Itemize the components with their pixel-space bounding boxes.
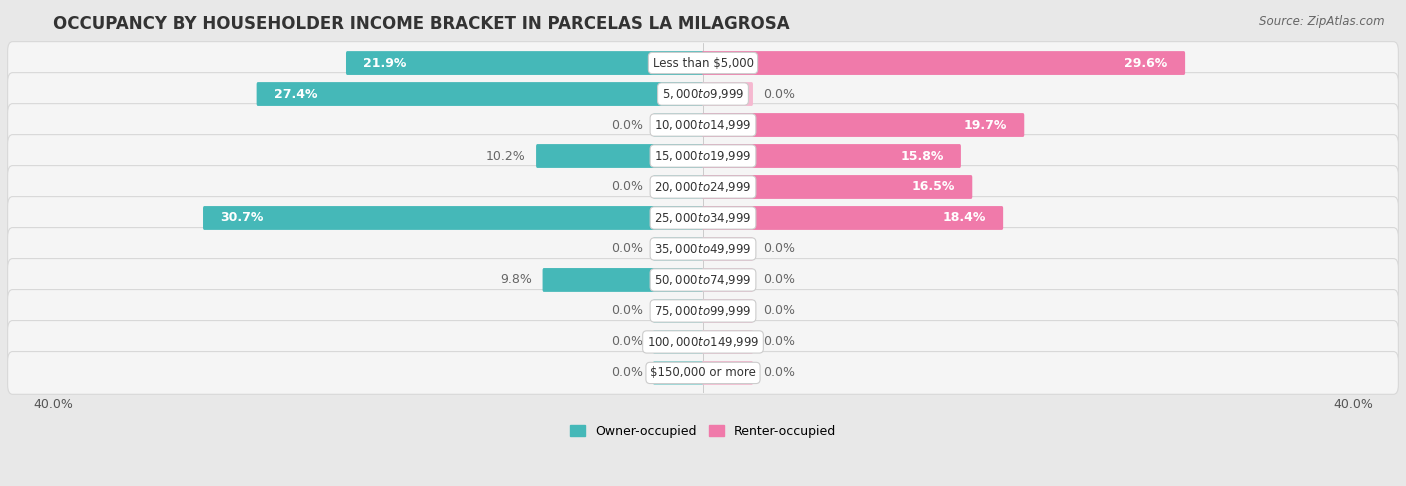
Text: $100,000 to $149,999: $100,000 to $149,999: [647, 335, 759, 349]
FancyBboxPatch shape: [7, 42, 1399, 85]
Text: 27.4%: 27.4%: [274, 87, 318, 101]
FancyBboxPatch shape: [702, 82, 754, 106]
Text: 0.0%: 0.0%: [610, 366, 643, 380]
Text: 0.0%: 0.0%: [610, 119, 643, 132]
FancyBboxPatch shape: [7, 72, 1399, 115]
FancyBboxPatch shape: [7, 135, 1399, 177]
FancyBboxPatch shape: [536, 144, 704, 168]
Text: $15,000 to $19,999: $15,000 to $19,999: [654, 149, 752, 163]
FancyBboxPatch shape: [652, 330, 704, 354]
FancyBboxPatch shape: [7, 321, 1399, 364]
Text: 21.9%: 21.9%: [363, 56, 406, 69]
Text: 0.0%: 0.0%: [763, 87, 796, 101]
Text: 9.8%: 9.8%: [501, 274, 533, 286]
Text: 15.8%: 15.8%: [900, 150, 943, 162]
Text: $75,000 to $99,999: $75,000 to $99,999: [654, 304, 752, 318]
FancyBboxPatch shape: [7, 166, 1399, 208]
Text: $150,000 or more: $150,000 or more: [650, 366, 756, 380]
FancyBboxPatch shape: [652, 237, 704, 261]
FancyBboxPatch shape: [652, 175, 704, 199]
Text: 0.0%: 0.0%: [610, 335, 643, 348]
FancyBboxPatch shape: [202, 206, 704, 230]
Text: Source: ZipAtlas.com: Source: ZipAtlas.com: [1260, 15, 1385, 28]
FancyBboxPatch shape: [702, 361, 754, 385]
FancyBboxPatch shape: [7, 290, 1399, 332]
Text: 0.0%: 0.0%: [763, 243, 796, 256]
FancyBboxPatch shape: [346, 51, 704, 75]
FancyBboxPatch shape: [702, 175, 973, 199]
FancyBboxPatch shape: [702, 51, 1185, 75]
Text: 0.0%: 0.0%: [763, 304, 796, 317]
FancyBboxPatch shape: [702, 144, 960, 168]
FancyBboxPatch shape: [7, 197, 1399, 240]
Text: 19.7%: 19.7%: [963, 119, 1007, 132]
Legend: Owner-occupied, Renter-occupied: Owner-occupied, Renter-occupied: [565, 420, 841, 443]
Text: 16.5%: 16.5%: [911, 180, 955, 193]
FancyBboxPatch shape: [257, 82, 704, 106]
Text: $50,000 to $74,999: $50,000 to $74,999: [654, 273, 752, 287]
Text: 0.0%: 0.0%: [763, 274, 796, 286]
FancyBboxPatch shape: [702, 113, 1024, 137]
FancyBboxPatch shape: [7, 259, 1399, 301]
Text: 0.0%: 0.0%: [610, 304, 643, 317]
Text: $35,000 to $49,999: $35,000 to $49,999: [654, 242, 752, 256]
FancyBboxPatch shape: [652, 299, 704, 323]
FancyBboxPatch shape: [7, 104, 1399, 146]
Text: $25,000 to $34,999: $25,000 to $34,999: [654, 211, 752, 225]
FancyBboxPatch shape: [702, 268, 754, 292]
FancyBboxPatch shape: [7, 227, 1399, 270]
Text: $20,000 to $24,999: $20,000 to $24,999: [654, 180, 752, 194]
FancyBboxPatch shape: [652, 361, 704, 385]
Text: 0.0%: 0.0%: [763, 335, 796, 348]
FancyBboxPatch shape: [652, 113, 704, 137]
FancyBboxPatch shape: [702, 206, 1002, 230]
FancyBboxPatch shape: [702, 237, 754, 261]
FancyBboxPatch shape: [543, 268, 704, 292]
Text: OCCUPANCY BY HOUSEHOLDER INCOME BRACKET IN PARCELAS LA MILAGROSA: OCCUPANCY BY HOUSEHOLDER INCOME BRACKET …: [53, 15, 790, 33]
Text: 0.0%: 0.0%: [610, 243, 643, 256]
Text: $10,000 to $14,999: $10,000 to $14,999: [654, 118, 752, 132]
Text: 10.2%: 10.2%: [486, 150, 526, 162]
Text: 0.0%: 0.0%: [763, 366, 796, 380]
Text: 30.7%: 30.7%: [221, 211, 264, 225]
Text: Less than $5,000: Less than $5,000: [652, 56, 754, 69]
Text: 18.4%: 18.4%: [942, 211, 986, 225]
Text: 0.0%: 0.0%: [610, 180, 643, 193]
Text: 29.6%: 29.6%: [1125, 56, 1167, 69]
Text: $5,000 to $9,999: $5,000 to $9,999: [662, 87, 744, 101]
FancyBboxPatch shape: [702, 299, 754, 323]
FancyBboxPatch shape: [702, 330, 754, 354]
FancyBboxPatch shape: [7, 351, 1399, 394]
